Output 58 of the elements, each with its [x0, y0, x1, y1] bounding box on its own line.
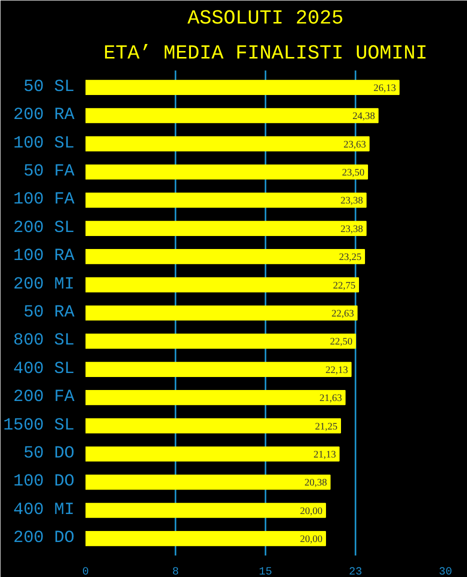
data-label: 22,75 [333, 280, 356, 292]
chart-title: ASSOLUTI 2025 [187, 8, 344, 30]
data-label: 26,13 [374, 82, 396, 94]
data-label: 21,63 [320, 393, 342, 404]
data-label: 23,50 [342, 168, 364, 179]
data-label: 20,00 [300, 506, 322, 517]
y-tick-label: 400 SL [13, 360, 75, 379]
y-tick-label: 100 FA [13, 190, 76, 210]
y-tick-label: 400 MI [13, 500, 75, 520]
data-label: 20,38 [304, 478, 328, 489]
y-tick-label: 200 RA [13, 106, 76, 126]
y-tick-label: 200 MI [13, 275, 75, 294]
chart-subtitle: ETA’ MEDIA FINALISTI UOMINI [103, 42, 428, 66]
y-tick-label: 100 RA [13, 247, 76, 266]
data-label: 20,00 [300, 534, 322, 546]
x-tick-label: 0 [82, 566, 89, 577]
data-label: 23,38 [340, 224, 364, 235]
data-label: 21,25 [315, 421, 338, 432]
x-tick-label: 8 [172, 566, 179, 577]
y-tick-label: 200 DO [13, 529, 75, 548]
y-tick-label: 50 FA [23, 162, 76, 182]
bar [86, 80, 400, 95]
y-tick-label: 100 SL [13, 134, 75, 154]
y-tick-label: 800 SL [13, 332, 75, 351]
bar [86, 474, 331, 490]
y-tick-label: 1500 SL [3, 416, 75, 436]
bar [86, 277, 359, 292]
bar [86, 249, 365, 264]
bar [86, 334, 356, 349]
data-label: 22,50 [330, 336, 352, 348]
y-tick-label: 100 DO [13, 472, 75, 492]
bar [86, 446, 340, 462]
bar [86, 305, 358, 321]
bar [86, 418, 341, 434]
x-tick-label: 30 [438, 566, 452, 577]
data-label: 23,25 [339, 252, 362, 264]
data-label: 23,63 [344, 139, 366, 150]
bar [86, 164, 368, 180]
x-tick-label: 15 [258, 566, 272, 577]
data-label: 23,38 [340, 196, 364, 207]
bar [86, 108, 379, 124]
y-tick-label: 200 FA [13, 388, 76, 408]
bar [86, 531, 326, 546]
data-label: 24,38 [352, 111, 376, 122]
bar [86, 220, 367, 236]
y-tick-label: 200 SL [13, 218, 75, 238]
bar [86, 390, 346, 406]
y-tick-label: 50 RA [23, 304, 76, 322]
y-tick-label: 50 SL [23, 78, 75, 97]
data-label: 22,13 [326, 364, 348, 376]
data-label: 21,13 [314, 449, 336, 460]
bar [86, 136, 370, 152]
bar [86, 502, 326, 518]
bar [86, 362, 352, 377]
y-tick-label: 50 DO [23, 444, 75, 464]
bar [86, 192, 367, 208]
x-tick-label: 23 [348, 566, 362, 577]
data-label: 22,63 [332, 308, 354, 320]
